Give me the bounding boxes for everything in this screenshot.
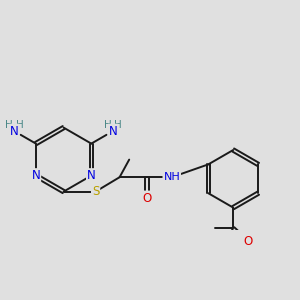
Text: H: H — [5, 120, 13, 130]
Text: N: N — [10, 124, 19, 138]
Text: H: H — [16, 120, 24, 130]
Text: NH: NH — [164, 172, 180, 182]
Text: H: H — [103, 120, 111, 130]
Text: S: S — [92, 185, 99, 198]
Text: O: O — [243, 236, 252, 248]
Text: N: N — [109, 124, 117, 138]
Text: N: N — [32, 169, 40, 182]
Text: N: N — [87, 169, 96, 182]
Text: O: O — [142, 191, 152, 205]
Text: H: H — [115, 120, 122, 130]
